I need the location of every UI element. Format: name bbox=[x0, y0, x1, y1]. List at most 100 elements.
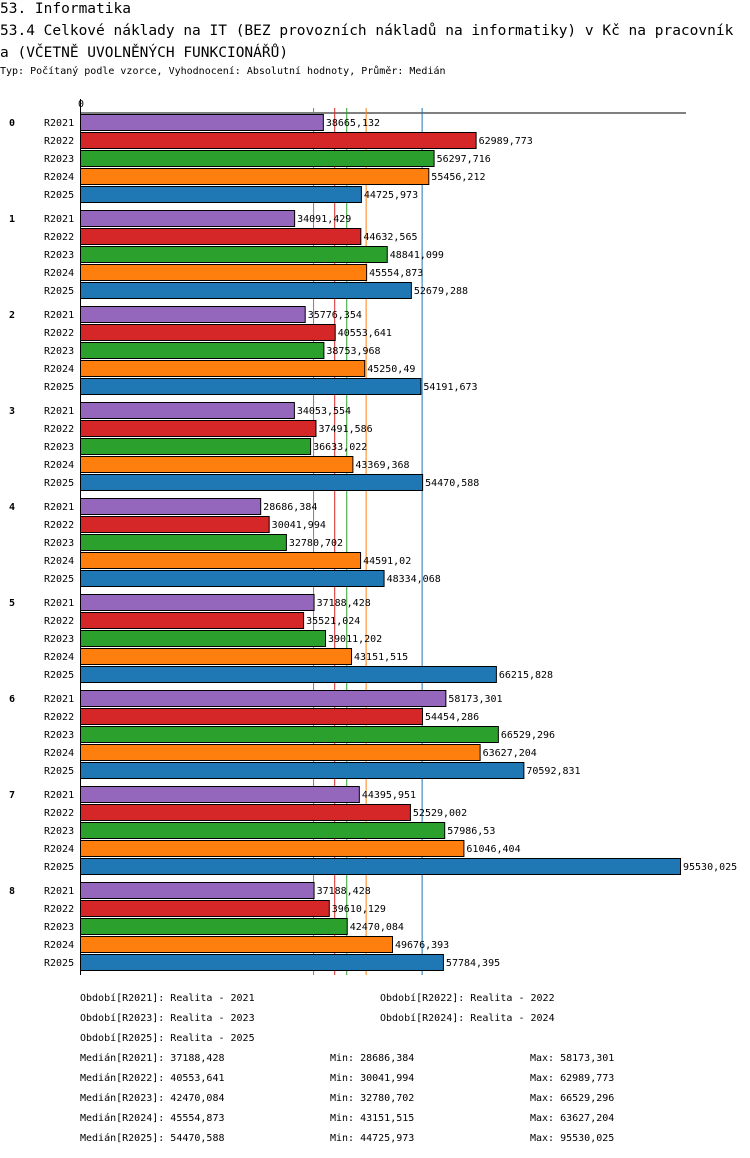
series-label: R2024 bbox=[44, 556, 74, 567]
value-label: 66215,828 bbox=[499, 670, 553, 681]
series-label: R2024 bbox=[44, 844, 74, 855]
series-label: R2022 bbox=[44, 136, 74, 147]
bar-r2024 bbox=[80, 936, 394, 953]
value-label: 36633,022 bbox=[313, 442, 367, 453]
series-label: R2022 bbox=[44, 808, 74, 819]
bar-r2021 bbox=[80, 114, 324, 131]
value-label: 54454,286 bbox=[425, 712, 479, 723]
series-label: R2024 bbox=[44, 940, 74, 951]
bar-r2022 bbox=[80, 900, 330, 917]
series-label: R2022 bbox=[44, 520, 74, 531]
bar-r2025 bbox=[80, 666, 497, 683]
series-label: R2025 bbox=[44, 670, 74, 681]
stat-min: Min: 43151,515 bbox=[330, 1113, 415, 1124]
series-label: R2024 bbox=[44, 652, 74, 663]
category-label: 7 bbox=[9, 790, 15, 801]
value-label: 39610,129 bbox=[332, 904, 386, 915]
series-label: R2021 bbox=[44, 406, 74, 417]
value-label: 38753,968 bbox=[326, 346, 380, 357]
bar-r2023 bbox=[80, 534, 287, 551]
series-label: R2023 bbox=[44, 250, 74, 261]
series-label: R2021 bbox=[44, 310, 74, 321]
bar-r2025 bbox=[80, 378, 422, 395]
value-label: 61046,404 bbox=[466, 844, 520, 855]
bar-r2025 bbox=[80, 186, 362, 203]
bar-r2024 bbox=[80, 552, 362, 569]
series-label: R2025 bbox=[44, 190, 74, 201]
value-label: 28686,384 bbox=[263, 502, 317, 513]
bar-r2022 bbox=[80, 612, 305, 629]
series-label: R2025 bbox=[44, 958, 74, 969]
legend-r2024: Období[R2024]: Realita - 2024 bbox=[380, 1013, 555, 1024]
category-label: 1 bbox=[9, 214, 15, 225]
series-label: R2023 bbox=[44, 154, 74, 165]
series-label: R2025 bbox=[44, 574, 74, 585]
category-label: 6 bbox=[9, 694, 15, 705]
stat-median: Medián[R2023]: 42470,084 bbox=[80, 1093, 225, 1104]
value-label: 35776,354 bbox=[308, 310, 362, 321]
stat-max: Max: 95530,025 bbox=[530, 1133, 615, 1144]
stat-median: Medián[R2022]: 40553,641 bbox=[80, 1073, 225, 1084]
bar-r2023 bbox=[80, 438, 312, 455]
value-label: 45554,873 bbox=[369, 268, 423, 279]
series-label: R2021 bbox=[44, 694, 74, 705]
value-label: 55456,212 bbox=[431, 172, 485, 183]
category-label: 4 bbox=[9, 502, 15, 513]
series-label: R2024 bbox=[44, 268, 74, 279]
value-label: 54470,588 bbox=[425, 478, 479, 489]
series-label: R2022 bbox=[44, 424, 74, 435]
stat-max: Max: 66529,296 bbox=[530, 1093, 615, 1104]
stat-median: Medián[R2025]: 54470,588 bbox=[80, 1133, 225, 1144]
series-label: R2023 bbox=[44, 442, 74, 453]
series-label: R2025 bbox=[44, 766, 74, 777]
value-label: 63627,204 bbox=[483, 748, 537, 759]
bar-chart: 0 0 R2021 38665,132 R2022 62989,773 R2023 56297… bbox=[9, 99, 737, 975]
legend-r2023: Období[R2023]: Realita - 2023 bbox=[80, 1013, 255, 1024]
bar-r2021 bbox=[80, 690, 447, 707]
category-label: 3 bbox=[9, 406, 15, 417]
series-label: R2024 bbox=[44, 172, 74, 183]
bar-r2021 bbox=[80, 210, 296, 227]
series-label: R2022 bbox=[44, 616, 74, 627]
series-label: R2022 bbox=[44, 904, 74, 915]
bar-r2021 bbox=[80, 882, 315, 899]
legend-r2022: Období[R2022]: Realita - 2022 bbox=[380, 993, 555, 1004]
bar-r2021 bbox=[80, 786, 360, 803]
bar-r2023 bbox=[80, 246, 388, 263]
stat-max: Max: 63627,204 bbox=[530, 1113, 615, 1124]
value-label: 43369,368 bbox=[355, 460, 409, 471]
value-label: 95530,025 bbox=[683, 862, 737, 873]
chart-title: 53.4 Celkové náklady na IT (BEZ provozní… bbox=[0, 23, 734, 61]
value-label: 40553,641 bbox=[338, 328, 392, 339]
bar-r2021 bbox=[80, 402, 295, 419]
value-label: 39011,202 bbox=[328, 634, 382, 645]
value-label: 44725,973 bbox=[364, 190, 418, 201]
bar-r2022 bbox=[80, 708, 424, 725]
bar-r2025 bbox=[80, 858, 681, 875]
value-label: 42470,084 bbox=[350, 922, 404, 933]
series-label: R2023 bbox=[44, 346, 74, 357]
value-label: 37188,428 bbox=[317, 598, 371, 609]
bar-r2021 bbox=[80, 594, 315, 611]
value-label: 38665,132 bbox=[326, 118, 380, 129]
series-label: R2021 bbox=[44, 214, 74, 225]
bar-r2024 bbox=[80, 840, 465, 857]
value-label: 62989,773 bbox=[479, 136, 533, 147]
value-label: 54191,673 bbox=[423, 382, 477, 393]
series-label: R2021 bbox=[44, 118, 74, 129]
bar-r2023 bbox=[80, 630, 327, 647]
bar-r2022 bbox=[80, 228, 362, 245]
series-label: R2025 bbox=[44, 286, 74, 297]
bar-r2024 bbox=[80, 168, 430, 185]
value-label: 49676,393 bbox=[395, 940, 449, 951]
bar-r2023 bbox=[80, 918, 348, 935]
category-label: 5 bbox=[9, 598, 15, 609]
bar-r2023 bbox=[80, 150, 435, 167]
stat-median: Medián[R2024]: 45554,873 bbox=[80, 1113, 225, 1124]
value-label: 66529,296 bbox=[501, 730, 555, 741]
bar-r2023 bbox=[80, 822, 446, 839]
bar-r2024 bbox=[80, 456, 354, 473]
bar-r2021 bbox=[80, 306, 306, 323]
value-label: 56297,716 bbox=[437, 154, 491, 165]
bar-r2025 bbox=[80, 570, 385, 587]
